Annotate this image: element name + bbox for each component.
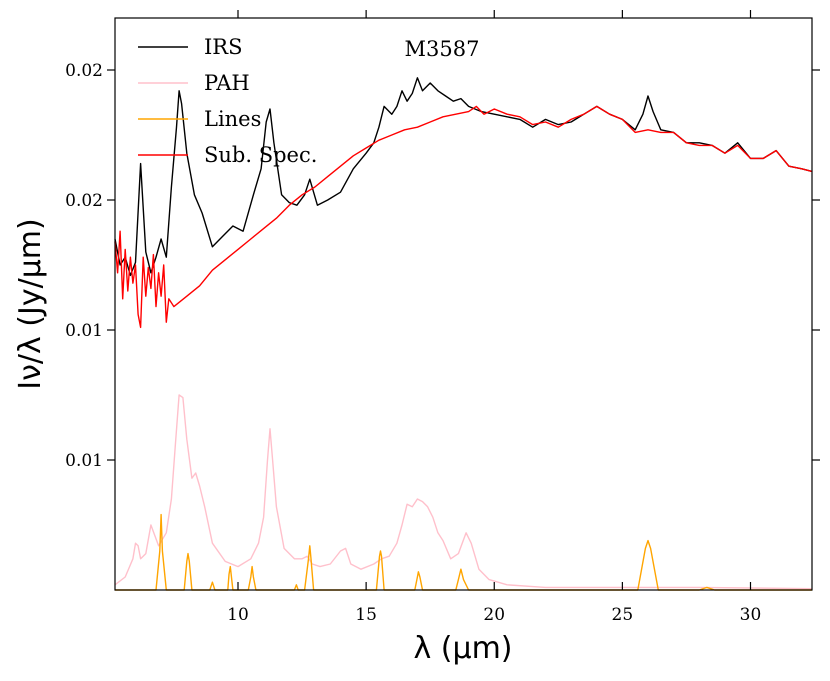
x-tick-label: 10 [227, 605, 249, 625]
legend-label-irs: IRS [204, 35, 243, 59]
x-axis-label: λ (μm) [413, 631, 512, 666]
x-tick-label: 25 [612, 605, 634, 625]
y-tick-label: 0.02 [65, 191, 103, 211]
x-tick-label: 20 [483, 605, 505, 625]
plot-frame [114, 17, 813, 591]
tick-layer: 10 15 20 25 30 0.01 0.01 0.02 0.02 [65, 10, 820, 625]
y-axis-label: Iν/λ (Jy/μm) [13, 218, 48, 389]
legend: IRS PAH Lines Sub. Spec. [138, 35, 317, 167]
legend-label-sub-spec: Sub. Spec. [204, 143, 317, 167]
series-line-sub-spec [114, 105, 813, 329]
legend-label-pah: PAH [204, 71, 250, 95]
series-line-pah [114, 394, 813, 590]
y-tick-label: 0.01 [65, 451, 103, 471]
x-tick-label: 15 [355, 605, 377, 625]
chart-title: M3587 [405, 37, 480, 61]
x-tick-label: 30 [740, 605, 762, 625]
y-tick-label: 0.02 [65, 61, 103, 81]
y-tick-label: 0.01 [65, 321, 103, 341]
series-line-irs [114, 77, 813, 277]
legend-label-lines: Lines [204, 107, 261, 131]
